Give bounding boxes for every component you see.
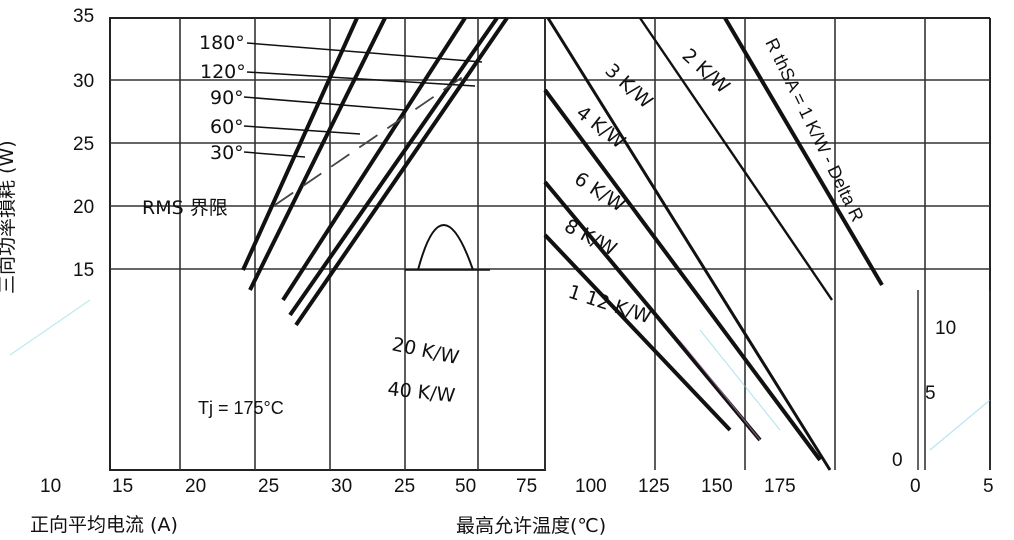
- curve-30: [294, 16, 509, 327]
- curve-90: [281, 16, 467, 302]
- left-y-axis-label: 三向功率損耗 (W): [0, 140, 18, 294]
- y-tick-20: 20: [73, 197, 94, 218]
- left-panel: 180° 120° 90° 60° 30° RMS 界限 Tj = 175°C …: [0, 6, 546, 536]
- resistance-lines: [543, 16, 884, 471]
- connector-60: [243, 125, 361, 135]
- left-y-ticks: 35 30 25 20 15: [73, 6, 94, 281]
- left-curves: [241, 16, 509, 327]
- y-tick-25: 25: [73, 134, 94, 155]
- half-wave-icon: [405, 224, 490, 271]
- line-4kw: [543, 88, 822, 462]
- line-3kw: [546, 17, 832, 471]
- line-8kw: [543, 233, 732, 432]
- connector-120: [246, 71, 476, 87]
- middle-x-ticks: 25 50 75 100 125 150 175: [394, 476, 796, 497]
- curve-180: [241, 17, 359, 271]
- right-x-tick-0: 0: [910, 476, 921, 497]
- label-3kw: 3 K/W: [601, 59, 657, 113]
- x-tick-100m: 100: [575, 476, 607, 497]
- angle-label-120: 120°: [200, 61, 246, 83]
- line-6kw: [543, 180, 762, 442]
- x-tick-10: 10: [40, 476, 61, 497]
- tj-label: Tj = 175°C: [198, 398, 284, 418]
- label-12kw: 1 12 K/W: [565, 281, 654, 329]
- label-20kw: 20 K/W: [390, 333, 461, 369]
- label-4kw: 4 K/W: [572, 102, 630, 154]
- line-2kw: [639, 17, 833, 301]
- right-panel: 10 5 0 0 5: [892, 290, 994, 497]
- connector-30: [243, 151, 306, 158]
- band-noise-4: [929, 399, 991, 451]
- curve-60: [288, 16, 499, 317]
- y-tick-15: 15: [73, 260, 94, 281]
- middle-x-axis-label: 最高允许温度(℃): [456, 515, 606, 537]
- label-rthsa: R thSA = 1 K/W - Delta R: [761, 35, 867, 225]
- connector-90: [243, 96, 405, 111]
- connector-180: [246, 42, 483, 63]
- right-y-tick-10: 10: [935, 318, 956, 339]
- label-40kw: 40 K/W: [386, 378, 456, 407]
- right-x-tick-5: 5: [983, 476, 994, 497]
- distortion-band: [9, 299, 991, 451]
- left-x-ticks: 10 15 20 25 30: [40, 476, 352, 497]
- y-tick-35: 35: [73, 6, 94, 27]
- x-tick-30: 30: [331, 476, 352, 497]
- rms-limit-label: RMS 界限: [142, 197, 228, 219]
- x-tick-175m: 175: [764, 476, 796, 497]
- y-tick-30: 30: [73, 71, 94, 92]
- band-noise-1: [9, 299, 91, 356]
- half-wave-shape: [417, 224, 474, 271]
- right-y-tick-0: 0: [892, 450, 903, 471]
- curve-120: [248, 17, 387, 291]
- right-y-tick-5: 5: [925, 383, 936, 404]
- x-tick-25: 25: [258, 476, 279, 497]
- x-tick-50m: 50: [455, 476, 476, 497]
- x-tick-150m: 150: [701, 476, 733, 497]
- label-8kw: 8 K/W: [561, 215, 621, 261]
- label-6kw: 6 K/W: [570, 168, 629, 217]
- x-tick-75m: 75: [516, 476, 537, 497]
- x-tick-15: 15: [112, 476, 133, 497]
- left-x-axis-label: 正向平均电流 (A): [30, 514, 178, 536]
- angle-label-30: 30°: [210, 142, 244, 164]
- band-noise-3: [699, 329, 781, 431]
- angle-labels: 180° 120° 90° 60° 30°: [199, 32, 483, 164]
- line-rthsa: [723, 16, 884, 287]
- x-tick-20: 20: [185, 476, 206, 497]
- x-tick-25m: 25: [394, 476, 415, 497]
- angle-label-60: 60°: [210, 116, 244, 138]
- band-noise-2: [679, 339, 761, 441]
- angle-label-90: 90°: [210, 87, 244, 109]
- x-tick-125m: 125: [638, 476, 670, 497]
- rms-limit-line: [274, 71, 471, 206]
- angle-label-180: 180°: [199, 32, 245, 54]
- label-2kw: 2 K/W: [678, 44, 734, 98]
